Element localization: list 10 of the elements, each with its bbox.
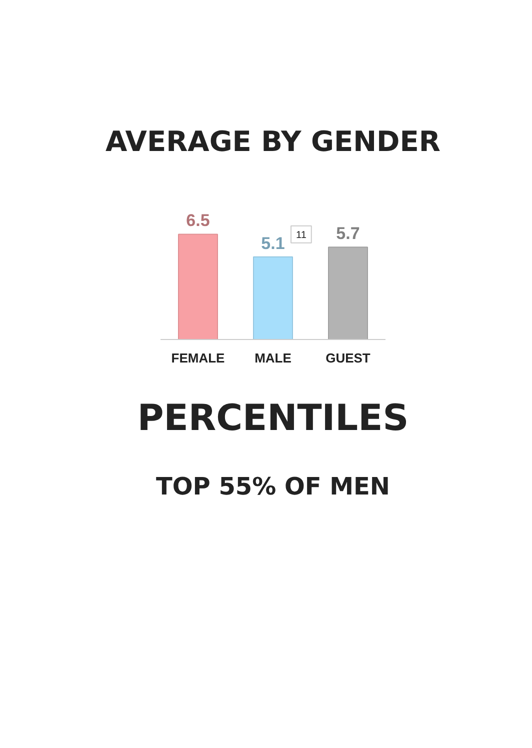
text: TOP 55% OF MEN [156, 472, 390, 500]
data-label: 6.5 [186, 211, 210, 230]
data-label: 5.7 [336, 224, 360, 244]
x-tick-label: GUEST [326, 350, 370, 366]
chart-title: AVERAGE BY GENDER [106, 125, 440, 158]
x-tick-label: FEMALE [171, 350, 226, 366]
x-tick-label: MALE [254, 350, 292, 366]
data-label: 5.1 [261, 234, 285, 253]
annotation: 11 [296, 230, 307, 241]
text: PERCENTILES [137, 398, 409, 439]
